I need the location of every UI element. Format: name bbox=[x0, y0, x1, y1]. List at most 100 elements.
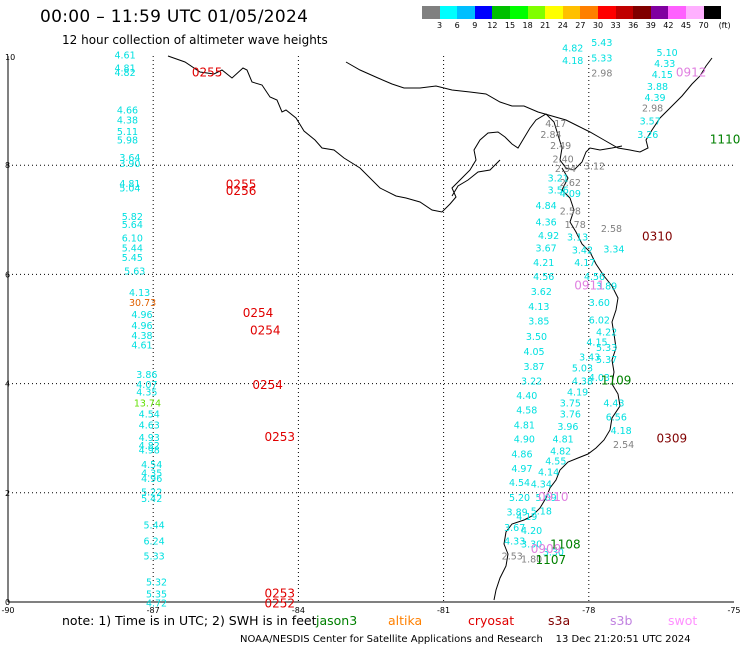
wave-height-value: 13.74 bbox=[134, 399, 161, 410]
wave-height-value: 4.82 bbox=[114, 68, 135, 79]
colorbar-label: 18 bbox=[522, 21, 533, 30]
legend-jason3: jason3 bbox=[316, 613, 358, 628]
colorbar-swatch bbox=[633, 6, 651, 19]
latitude-tick-label: 0 bbox=[5, 598, 10, 607]
credit-text: NOAA/NESDIS Center for Satellite Applica… bbox=[240, 634, 543, 645]
wave-height-value: 4.96 bbox=[131, 310, 152, 321]
wave-height-value: 5.18 bbox=[531, 507, 552, 518]
wave-height-value: 4.33 bbox=[654, 59, 675, 70]
wave-height-value: 5.33 bbox=[591, 53, 612, 64]
wave-height-value: 4.81 bbox=[514, 420, 535, 431]
wave-height-value: 2.98 bbox=[642, 104, 663, 115]
wave-height-value: 3.85 bbox=[528, 317, 549, 328]
wave-height-value: 4.13 bbox=[528, 302, 549, 313]
wave-height-value: 1.78 bbox=[565, 220, 586, 231]
wave-height-value: 3.87 bbox=[523, 362, 544, 373]
longitude-tick-label: -90 bbox=[1, 606, 14, 615]
wave-height-value: 5.10 bbox=[657, 48, 678, 59]
wave-height-value: 5.20 bbox=[509, 493, 530, 504]
colorbar-swatch bbox=[597, 6, 616, 19]
wave-height-value: 4.54 bbox=[509, 478, 530, 489]
pass-time-label: 0254 bbox=[250, 323, 281, 337]
wave-height-value: 4.07 bbox=[136, 380, 157, 391]
wave-height-value: 4.33 bbox=[504, 537, 525, 548]
wave-height-value: 4.19 bbox=[567, 388, 588, 399]
wave-height-value: 3.21 bbox=[548, 174, 569, 185]
wave-height-value: 4.17 bbox=[574, 258, 595, 269]
wave-height-value: 5.63 bbox=[124, 266, 145, 277]
longitude-tick-label: -84 bbox=[292, 606, 305, 615]
wave-height-value: 2.98 bbox=[591, 69, 612, 80]
units-note: note: 1) Time is in UTC; 2) SWH is in fe… bbox=[62, 613, 317, 628]
pass-time-label: 0252 bbox=[265, 596, 296, 610]
wave-height-value: 4.54 bbox=[139, 409, 160, 420]
wave-height-value: 5.42 bbox=[141, 494, 162, 505]
wave-height-value: 3.56 bbox=[548, 186, 569, 197]
wave-height-value: 5.32 bbox=[146, 578, 167, 589]
colorbar-swatch bbox=[615, 6, 634, 19]
wave-height-value: 3.30 bbox=[521, 539, 542, 550]
pass-time-label: 1110 bbox=[710, 132, 740, 146]
legend-cryosat: cryosat bbox=[468, 613, 515, 628]
colorbar-label: 33 bbox=[610, 21, 621, 30]
wave-height-value: 4.98 bbox=[139, 445, 160, 456]
wave-height-value: 3.50 bbox=[526, 332, 547, 343]
generated-timestamp: 13 Dec 21:20:51 UTC 2024 bbox=[555, 634, 691, 645]
wave-height-value: 4.05 bbox=[523, 347, 544, 358]
wave-height-value: 4.34 bbox=[531, 479, 552, 490]
wave-height-value: 3.88 bbox=[647, 82, 668, 93]
wave-height-value: 4.82 bbox=[562, 44, 583, 55]
colorbar-swatch bbox=[650, 6, 669, 19]
wave-height-value: 6.56 bbox=[606, 413, 627, 424]
wave-height-value: 3.75 bbox=[560, 399, 581, 410]
legend-swot: swot bbox=[668, 613, 698, 628]
wave-height-value: 4.90 bbox=[514, 435, 535, 446]
wave-height-value: 4.40 bbox=[516, 391, 537, 402]
wave-height-value: 4.93 bbox=[139, 433, 160, 444]
wave-height-value: 6.10 bbox=[122, 234, 143, 245]
wave-height-value: 1.80 bbox=[521, 555, 542, 566]
colorbar-swatch bbox=[509, 6, 528, 19]
wave-height-value: 3.60 bbox=[589, 298, 610, 309]
wave-height-value: 3.34 bbox=[603, 245, 624, 256]
wave-height-value: 4.56 bbox=[533, 272, 554, 283]
pass-time-label: 0253 bbox=[265, 587, 296, 601]
wave-height-value: 4.56 bbox=[584, 272, 605, 283]
wave-height-value: 5.03 bbox=[572, 364, 593, 375]
colorbar-label: 30 bbox=[592, 21, 604, 30]
wave-height-value: 4.61 bbox=[114, 51, 135, 62]
colorbar-label: 9 bbox=[472, 21, 478, 30]
caribbean-coast bbox=[345, 57, 713, 153]
wave-height-value: 5.33 bbox=[596, 343, 617, 354]
map-title: 00:00 – 11:59 UTC 01/05/2024 bbox=[40, 7, 309, 27]
wave-height-value: 4.84 bbox=[536, 201, 557, 212]
latitude-tick-label: 6 bbox=[5, 270, 10, 279]
wave-height-value: 5.37 bbox=[596, 355, 617, 366]
wave-height-value: 2.58 bbox=[560, 206, 581, 217]
wave-height-value: 3.96 bbox=[557, 422, 578, 433]
wave-height-value: 4.82 bbox=[139, 441, 160, 452]
wave-height-value: 4.20 bbox=[521, 526, 542, 537]
wave-height-value: 4.92 bbox=[538, 231, 559, 242]
observation-labels: 4.614.814.824.664.385.115.983.643.904.81… bbox=[114, 38, 677, 609]
coastline bbox=[167, 55, 713, 601]
wave-height-value: 2.40 bbox=[553, 154, 574, 165]
colorbar-label: 12 bbox=[487, 21, 498, 30]
gulf-of-panama-coast bbox=[451, 159, 501, 197]
wave-height-value: 3.42 bbox=[572, 246, 593, 257]
pass-time-label: 0254 bbox=[243, 306, 274, 320]
pass-time-label: 1107 bbox=[536, 553, 567, 567]
colorbar-swatch bbox=[457, 6, 475, 19]
wave-height-value: 5.44 bbox=[122, 243, 143, 254]
longitude-tick-label: -78 bbox=[582, 606, 595, 615]
wave-height-value: 4.39 bbox=[644, 93, 665, 104]
latitude-tick-label: 10 bbox=[5, 53, 15, 62]
colorbar-label: 39 bbox=[645, 21, 656, 30]
colorbar-label: 24 bbox=[557, 21, 568, 30]
wave-height-value: 4.81 bbox=[553, 435, 574, 446]
wave-height-value: 3.26 bbox=[637, 130, 658, 141]
colorbar-label: 15 bbox=[504, 21, 516, 30]
colorbar-swatch bbox=[527, 6, 546, 19]
wave-height-value: 5.98 bbox=[117, 135, 138, 146]
wave-height-value: 3.12 bbox=[584, 162, 605, 173]
